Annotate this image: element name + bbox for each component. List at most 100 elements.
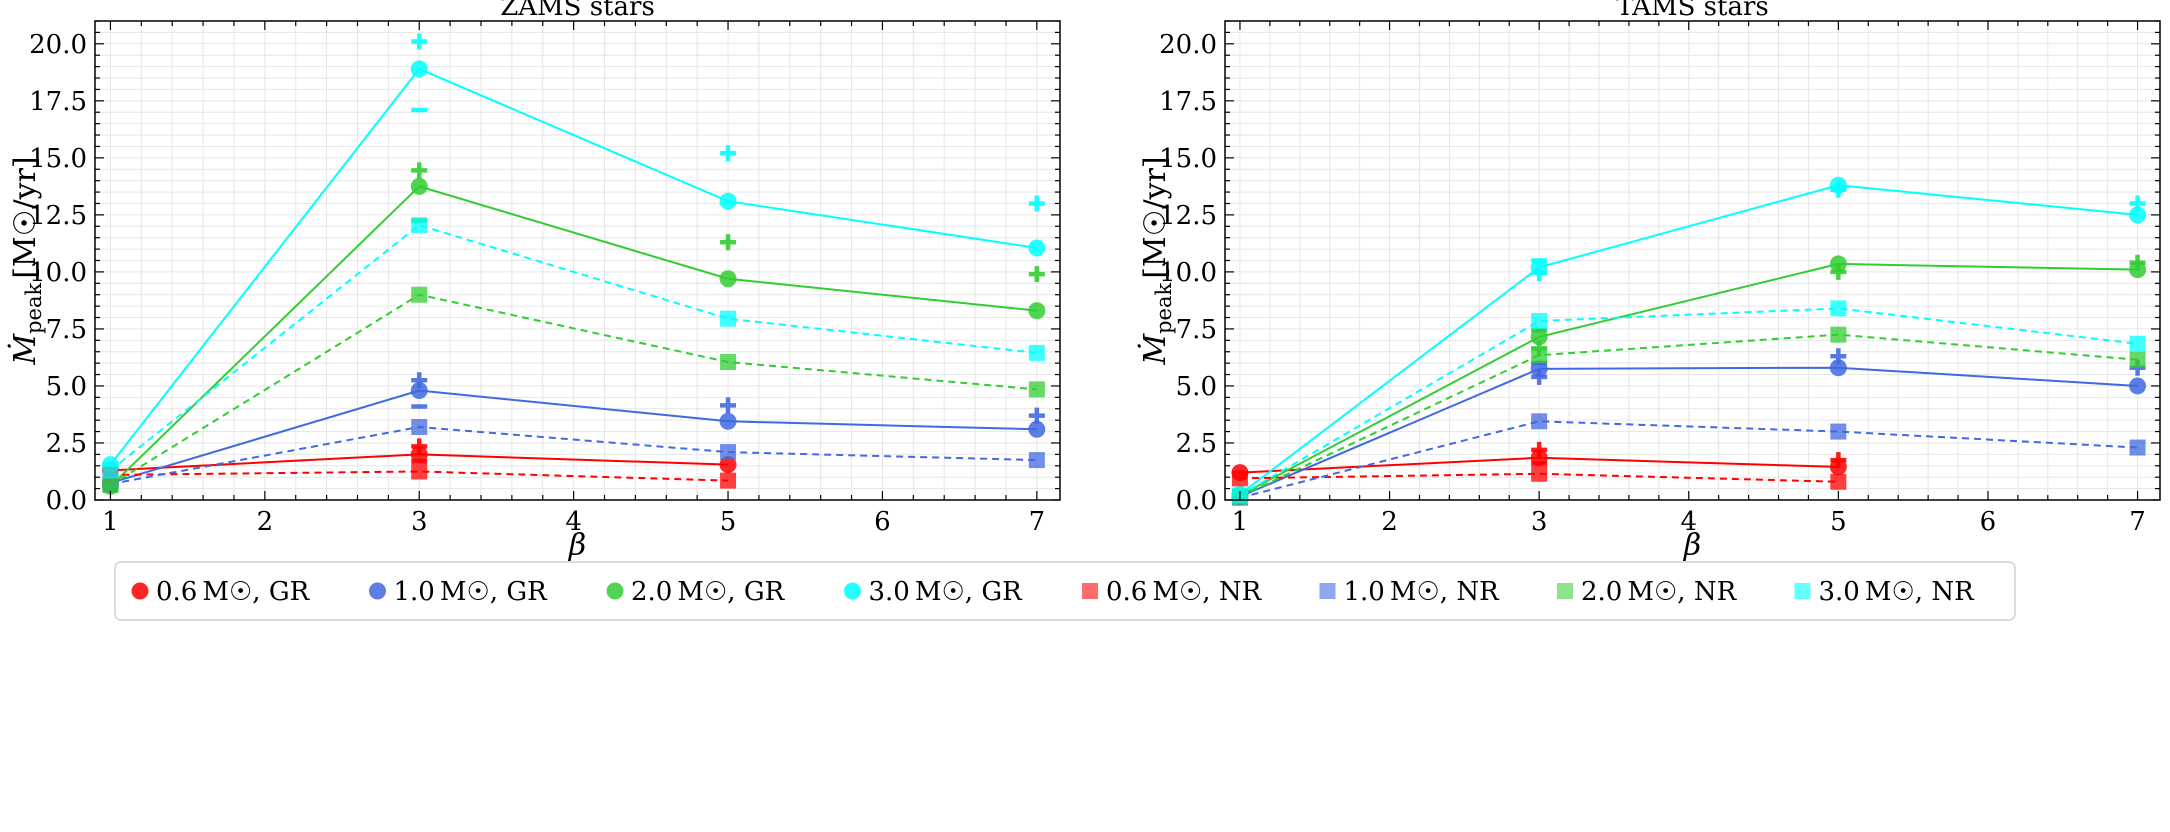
data-point	[102, 462, 119, 479]
x-tick-label: 2	[257, 507, 274, 537]
data-point	[719, 270, 737, 288]
data-point	[1028, 302, 1046, 320]
x-tick-label: 7	[2129, 507, 2146, 537]
legend-entry: 3.0 M☉, GR	[844, 577, 1023, 607]
data-point	[2129, 206, 2147, 224]
y-tick-label: 12.5	[1159, 201, 1217, 231]
x-tick-label: 5	[1830, 507, 1847, 537]
legend-label: 3.0 M☉, NR	[1819, 577, 1976, 607]
data-point	[411, 463, 428, 480]
y-tick-label: 15.0	[29, 144, 87, 174]
data-point	[2129, 261, 2147, 279]
data-point	[720, 444, 737, 461]
y-tick-label: 0.0	[46, 486, 87, 516]
series-line	[109, 185, 1037, 488]
data-point	[2129, 335, 2146, 352]
data-point	[719, 456, 737, 474]
grid	[95, 20, 1060, 501]
legend-marker	[1082, 583, 1098, 599]
data-point-plus	[411, 162, 428, 179]
data-point-plus	[1028, 266, 1045, 283]
legend-marker	[844, 582, 861, 600]
y-tick-label: 5.0	[1176, 372, 1217, 402]
data-point	[2129, 377, 2147, 395]
data-point	[1028, 239, 1046, 257]
y-tick-label: 0.0	[1176, 486, 1217, 516]
legend-label: 1.0 M☉, NR	[1344, 577, 1501, 607]
legend-marker	[1319, 583, 1336, 599]
legend-marker	[606, 582, 624, 600]
x-tick-label: 4	[1680, 507, 1697, 537]
data-point	[1830, 473, 1847, 490]
zams-panel: 1 2 3 4 5 6 7 0.0 2.5 5.0 7.5 10.0 12.5 15.0 17.5 20.0 Z…	[7, 0, 1061, 563]
y-tick-label: 12.5	[29, 201, 87, 231]
y-tick-label: 17.5	[29, 87, 87, 117]
data-point	[411, 286, 428, 303]
data-point	[1829, 458, 1847, 476]
y-tick-label: 5.0	[46, 372, 87, 402]
y-axis-label: Ṁpeak[M☉/yr]	[1137, 156, 1176, 365]
data-point	[411, 217, 428, 234]
data-point	[102, 477, 119, 494]
series-line	[1239, 262, 2138, 497]
data-point	[410, 60, 428, 78]
data-point	[720, 310, 737, 327]
series-line	[1239, 420, 2138, 499]
legend-label: 2.0 M☉, NR	[1581, 577, 1738, 607]
data-point	[720, 354, 737, 371]
data-point	[1028, 420, 1046, 438]
legend-marker	[1557, 583, 1573, 599]
data-point	[1531, 465, 1548, 482]
x-tick-label: 3	[411, 507, 428, 537]
legend-entry: 3.0 M☉, NR	[1794, 577, 1976, 607]
y-tick-label: 10.0	[1159, 258, 1217, 288]
x-tick-label: 3	[1531, 507, 1548, 537]
series-line	[1239, 184, 2138, 496]
series-line	[1239, 333, 2138, 498]
data-point	[1231, 470, 1248, 487]
data-point	[1530, 449, 1548, 467]
y-tick-label: 20.0	[1159, 30, 1217, 60]
series-line	[110, 389, 1037, 484]
y-tick-label: 10.0	[29, 258, 87, 288]
x-tick-label: 7	[1029, 507, 1046, 537]
data-point	[410, 382, 428, 400]
tams-panel: 1 2 3 4 5 6 7 0.0 2.5 5.0 7.5 10.0 12.5 15.0 17.5 20.0 T…	[1137, 0, 2161, 563]
series-line	[109, 293, 1037, 487]
legend-entry: 0.6 M☉, GR	[131, 577, 311, 607]
y-tick-label: 7.5	[46, 315, 87, 345]
data-point	[1530, 360, 1548, 378]
data-point	[410, 445, 428, 463]
legend-marker	[131, 582, 149, 600]
legend-label: 2.0 M☉, GR	[631, 577, 786, 607]
data-point	[1028, 381, 1045, 398]
legend-label: 3.0 M☉, GR	[869, 577, 1024, 607]
series-line	[110, 426, 1037, 486]
data-point	[1531, 312, 1548, 329]
y-tick-label: 2.5	[46, 429, 87, 459]
legend-label: 1.0 M☉, GR	[394, 577, 549, 607]
x-tick-label: 4	[565, 507, 582, 537]
data-point	[1028, 452, 1045, 469]
data-point	[1530, 258, 1548, 276]
data-point	[1531, 413, 1548, 430]
y-axis-label: Ṁpeak[M☉/yr]	[7, 156, 46, 365]
panel-title: ZAMS stars	[500, 0, 655, 22]
data-point	[1028, 344, 1045, 361]
y-tick-label: 7.5	[1176, 315, 1217, 345]
legend-entry: 0.6 M☉, NR	[1082, 577, 1263, 607]
y-tick-label: 20.0	[29, 30, 87, 60]
panel-title: TAMS stars	[1616, 0, 1768, 22]
x-tick-label: 6	[874, 507, 891, 537]
data-point	[1829, 176, 1847, 194]
series-line	[1239, 366, 2138, 498]
data-point	[1530, 328, 1548, 346]
series-line	[109, 224, 1037, 472]
x-tick-label: 2	[1381, 507, 1398, 537]
data-point-plus	[411, 33, 428, 50]
legend-marker	[369, 582, 386, 600]
data-point	[2129, 439, 2146, 456]
y-tick-label: 2.5	[1176, 429, 1217, 459]
data-point	[1830, 423, 1847, 440]
